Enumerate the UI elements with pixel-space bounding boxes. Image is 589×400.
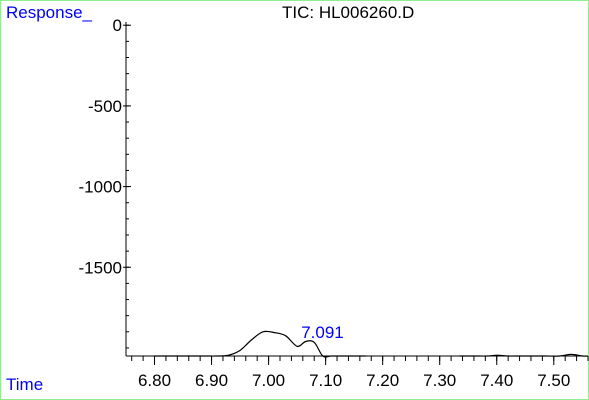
- y-axis-label: Response_: [6, 3, 93, 22]
- chart-title: TIC: HL006260.D: [282, 3, 415, 22]
- x-tick-label: 7.50: [537, 371, 570, 390]
- trace-segment-1: [154, 330, 366, 358]
- x-tick-label: 7.10: [309, 371, 342, 390]
- y-tick-label: -1500: [79, 258, 122, 277]
- y-tick-label: -500: [88, 97, 122, 116]
- x-tick-label: 7.00: [252, 371, 285, 390]
- y-tick-label: -1000: [79, 178, 122, 197]
- x-tick-label: 6.90: [195, 371, 228, 390]
- peak-label: 7.091: [301, 323, 344, 342]
- x-tick-label: 6.80: [138, 371, 171, 390]
- x-tick-label: 7.30: [423, 371, 456, 390]
- x-axis-label: Time: [6, 375, 44, 394]
- x-tick-label: 7.40: [480, 371, 513, 390]
- trace-segment-2: [459, 353, 589, 357]
- y-tick-label: 0: [113, 16, 122, 35]
- x-tick-label: 7.20: [366, 371, 399, 390]
